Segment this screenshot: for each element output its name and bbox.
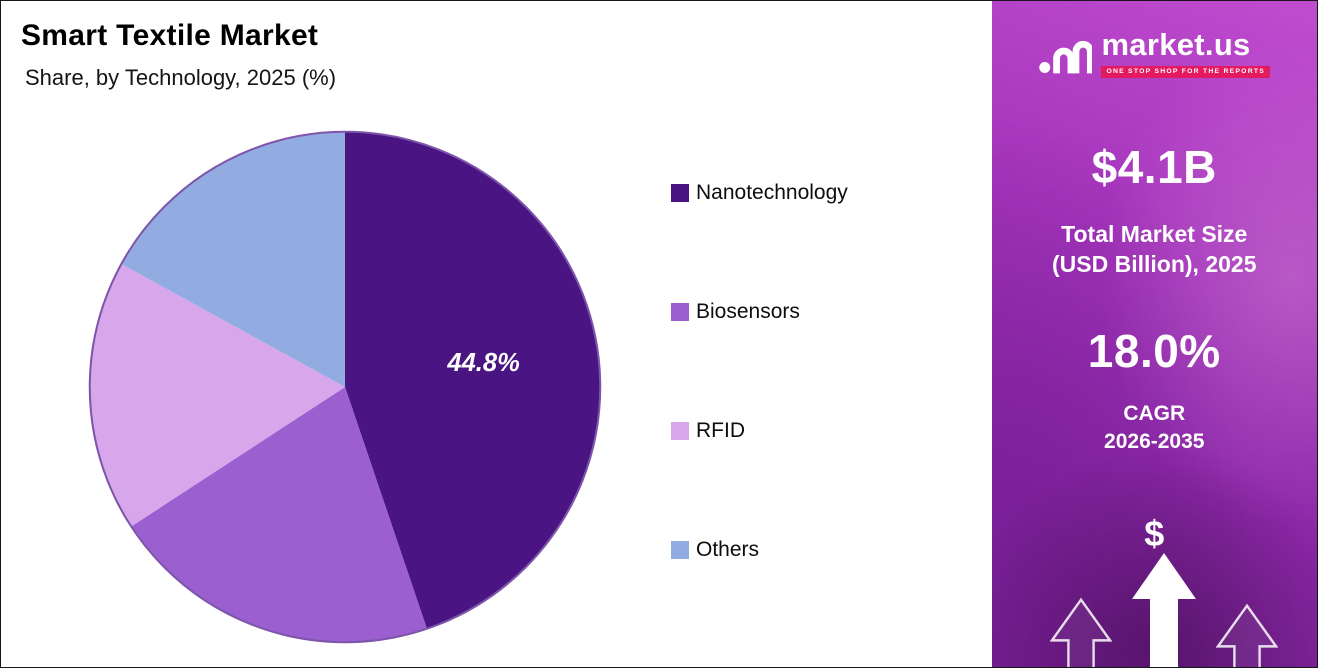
pie-chart: 44.8% xyxy=(88,130,602,644)
legend-swatch xyxy=(671,184,689,202)
legend-item-others: Others xyxy=(671,538,848,562)
legend-item-rfid: RFID xyxy=(671,419,848,443)
legend-label: Others xyxy=(696,538,760,561)
brand: market.us ONE STOP SHOP FOR THE REPORTS xyxy=(992,29,1318,78)
legend-swatch xyxy=(671,541,689,559)
cagr-label: CAGR 2026-2035 xyxy=(992,400,1318,457)
cagr-label-line2: 2026-2035 xyxy=(1104,430,1205,454)
chart-subtitle: Share, by Technology, 2025 (%) xyxy=(25,65,337,90)
legend-swatch xyxy=(671,303,689,321)
growth-arrow-icon xyxy=(1131,553,1196,667)
legend-item-biosensors: Biosensors xyxy=(671,300,848,324)
legend-label: Biosensors xyxy=(696,300,800,323)
legend-label: Nanotechnology xyxy=(696,181,848,204)
brand-text-block: market.us ONE STOP SHOP FOR THE REPORTS xyxy=(1101,27,1271,78)
market-size-label: Total Market Size (USD Billion), 2025 xyxy=(992,220,1318,280)
market-size-label-line2: (USD Billion), 2025 xyxy=(1052,250,1257,277)
brand-tagline: ONE STOP SHOP FOR THE REPORTS xyxy=(1101,65,1271,78)
cagr-label-line1: CAGR xyxy=(1123,401,1186,425)
dollar-sign: $ xyxy=(1144,513,1165,554)
market-size-value: $4.1B xyxy=(1091,141,1217,193)
marketus-logo-icon xyxy=(1039,40,1093,73)
pie-value-label: 44.8% xyxy=(446,349,519,377)
legend-item-nanotechnology: Nanotechnology xyxy=(671,181,848,205)
sidebar: market.us ONE STOP SHOP FOR THE REPORTS … xyxy=(987,1,1318,667)
market-size-label-line1: Total Market Size xyxy=(1061,221,1248,247)
legend-swatch xyxy=(671,422,689,440)
pie-slice-biosensors xyxy=(131,387,427,643)
pie-slice-rfid xyxy=(89,264,345,527)
brand-name: market.us xyxy=(1101,27,1251,62)
cagr-value: 18.0% xyxy=(1087,324,1221,377)
growth-arrow-icon xyxy=(1049,597,1112,667)
pie-slice-nanotechnology xyxy=(345,131,601,629)
legend: Nanotechnology Biosensors RFID Others xyxy=(671,181,848,657)
pie-outline xyxy=(88,130,602,644)
legend-label: RFID xyxy=(696,419,745,442)
chart-title: Smart Textile Market xyxy=(21,19,319,52)
growth-arrow-icon xyxy=(1215,603,1278,667)
chart-panel: Smart Textile Market Share, by Technolog… xyxy=(1,1,988,667)
